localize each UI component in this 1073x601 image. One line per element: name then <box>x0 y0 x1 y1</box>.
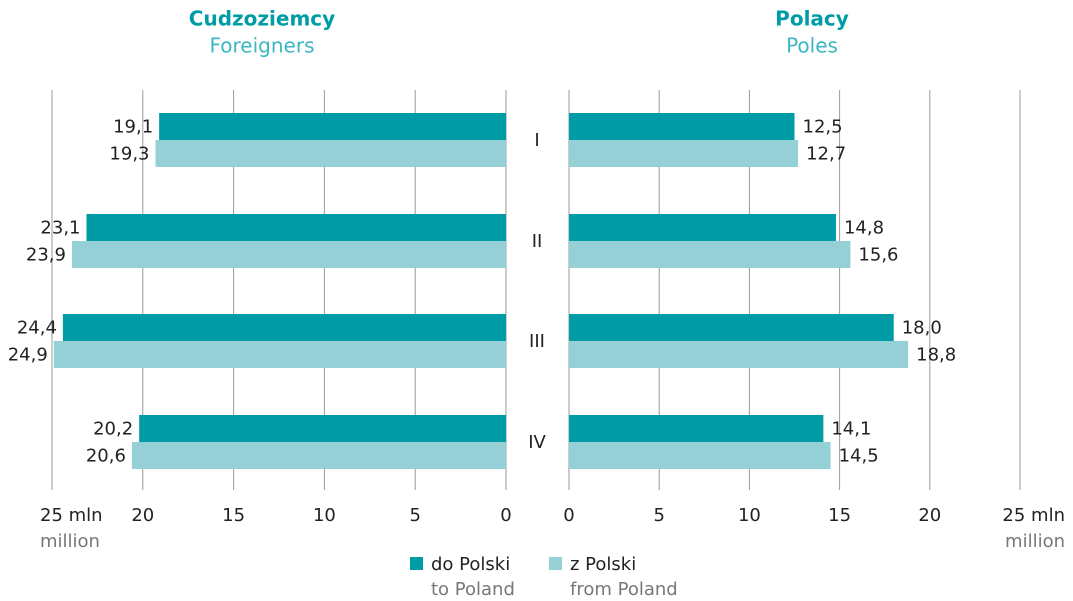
legend-label: do Polski <box>431 554 510 575</box>
x-tick-label: 0 <box>563 505 574 526</box>
legend-swatch <box>410 557 423 570</box>
legend-label-en: to Poland <box>431 579 515 600</box>
data-label: 20,2 <box>93 419 133 440</box>
x-tick-label: 0 <box>500 505 511 526</box>
bar <box>159 113 507 140</box>
bar <box>71 241 506 268</box>
bar <box>139 415 506 442</box>
data-label: 14,5 <box>839 446 879 467</box>
x-unit-label: million <box>1005 531 1065 552</box>
bar <box>569 341 909 368</box>
x-tick-label: 25 mln <box>40 505 103 526</box>
chart-subtitle: Foreigners <box>210 34 315 58</box>
data-label: 19,1 <box>113 117 153 138</box>
data-label: 24,9 <box>8 345 48 366</box>
x-tick-label: 10 <box>738 505 761 526</box>
x-tick-label: 15 <box>828 505 851 526</box>
data-label: 15,6 <box>858 245 898 266</box>
x-tick-label: 5 <box>653 505 664 526</box>
x-tick-label: 15 <box>222 505 245 526</box>
x-tick-label: 20 <box>918 505 941 526</box>
category-label: II <box>532 231 543 252</box>
category-label: I <box>534 130 539 151</box>
data-label: 14,1 <box>831 419 871 440</box>
data-label: 12,5 <box>803 117 843 138</box>
data-label: 18,8 <box>916 345 956 366</box>
x-tick-label: 20 <box>131 505 154 526</box>
data-label: 23,9 <box>26 245 66 266</box>
chart-title: Cudzoziemcy <box>189 7 335 31</box>
category-label: III <box>529 331 545 352</box>
bar <box>62 314 507 341</box>
data-label: 23,1 <box>40 218 80 239</box>
bar <box>569 214 836 241</box>
data-label: 18,0 <box>902 318 942 339</box>
bar <box>131 442 507 469</box>
legend-swatch <box>549 557 562 570</box>
x-tick-label: 25 mln <box>1002 505 1065 526</box>
x-tick-label: 5 <box>409 505 420 526</box>
x-tick-label: 10 <box>313 505 336 526</box>
data-label: 24,4 <box>17 318 57 339</box>
chart-title: Polacy <box>775 7 849 31</box>
bar <box>86 214 506 241</box>
bar <box>155 140 506 167</box>
data-label: 19,3 <box>109 144 149 165</box>
legend-label: z Polski <box>570 554 636 575</box>
data-label: 14,8 <box>844 218 884 239</box>
bar <box>569 241 851 268</box>
legend-label-en: from Poland <box>570 579 678 600</box>
bar <box>569 314 894 341</box>
x-unit-label: million <box>40 531 100 552</box>
bar <box>569 113 795 140</box>
data-label: 12,7 <box>806 144 846 165</box>
bar <box>569 140 799 167</box>
bar <box>569 415 824 442</box>
category-label: IV <box>528 432 546 453</box>
chart-subtitle: Poles <box>786 34 838 58</box>
data-label: 20,6 <box>86 446 126 467</box>
bar <box>569 442 831 469</box>
bar <box>53 341 506 368</box>
